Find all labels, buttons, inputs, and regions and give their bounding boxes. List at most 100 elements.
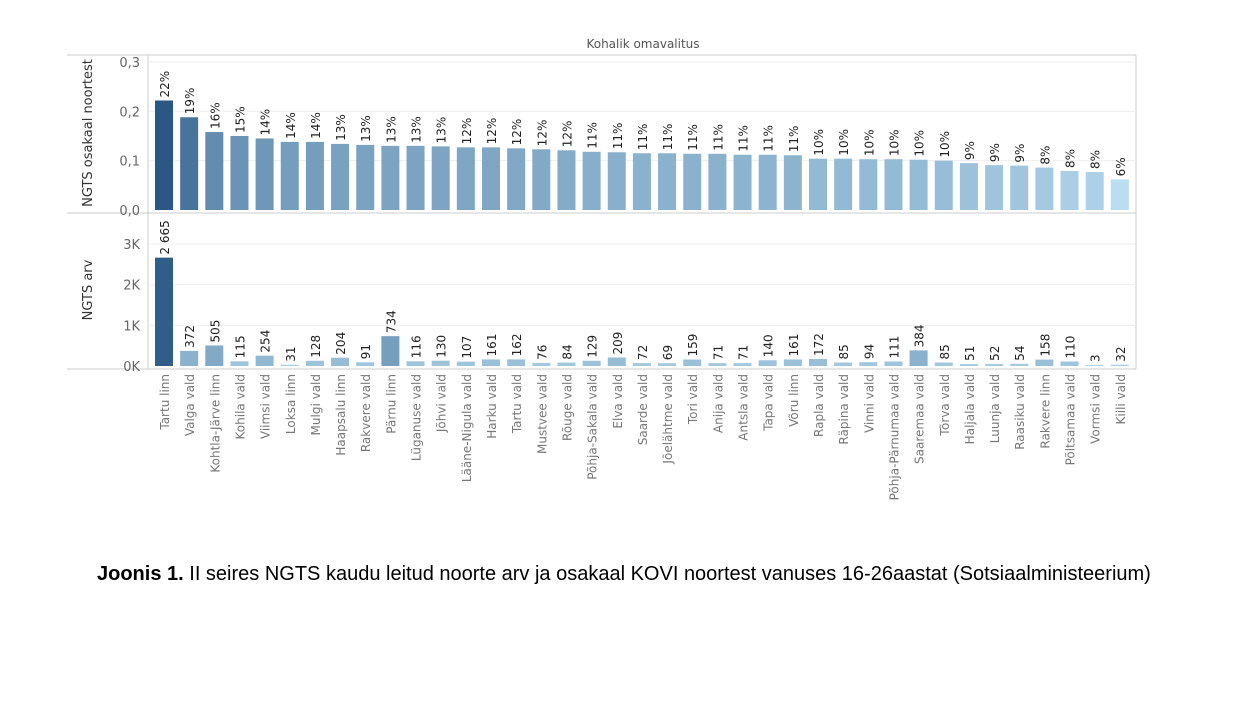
share-data-label: 11% xyxy=(636,124,650,151)
count-bar xyxy=(985,363,1004,366)
x-tick-label: Räpina vald xyxy=(837,374,851,445)
share-bar xyxy=(783,155,802,210)
x-tick-label: Valga vald xyxy=(183,374,197,436)
share-bar xyxy=(305,141,324,210)
count-bar xyxy=(959,363,978,366)
share-data-label: 9% xyxy=(963,141,977,160)
x-tick-label: Rakvere vald xyxy=(359,374,373,452)
count-data-label: 107 xyxy=(460,336,474,359)
count-bar xyxy=(783,359,802,366)
x-tick-label: Tapa vald xyxy=(762,374,776,432)
count-bar xyxy=(658,363,677,366)
share-bar xyxy=(607,152,626,210)
count-bar xyxy=(356,362,375,366)
x-tick-label: Põhja-Pärnumaa vald xyxy=(887,374,901,500)
count-data-label: 158 xyxy=(1038,334,1052,357)
x-tick-label: Raasiku vald xyxy=(1013,374,1027,450)
x-tick-label: Põltsamaa vald xyxy=(1064,374,1078,465)
caption-label: Joonis 1. xyxy=(97,563,184,585)
count-bar xyxy=(532,362,551,366)
share-data-label: 10% xyxy=(887,130,901,157)
share-bar xyxy=(381,145,400,210)
x-tick-label: Kiili vald xyxy=(1114,374,1128,424)
count-bar xyxy=(280,364,299,366)
count-data-label: 734 xyxy=(384,310,398,333)
count-data-label: 140 xyxy=(762,334,776,357)
share-bar xyxy=(180,117,199,210)
x-tick-label: Tartu linn xyxy=(158,374,172,431)
count-data-label: 85 xyxy=(938,344,952,359)
count-data-label: 72 xyxy=(636,345,650,360)
x-tick-label: Põhja-Sakala vald xyxy=(586,374,600,480)
share-bar xyxy=(683,153,702,210)
share-bar xyxy=(884,159,903,210)
count-data-label: 129 xyxy=(586,335,600,358)
x-tick-label: Võru linn xyxy=(787,374,801,427)
share-data-label: 12% xyxy=(510,119,524,146)
share-bar xyxy=(1085,172,1104,210)
x-tick-label: Saarde vald xyxy=(636,374,650,445)
y-tick-label: 0,0 xyxy=(119,204,140,219)
y-tick-label: 0,1 xyxy=(119,155,140,170)
share-bar xyxy=(859,159,878,210)
x-tick-label: Viimsi vald xyxy=(259,374,273,439)
count-data-label: 54 xyxy=(1013,346,1027,361)
y-tick-label: 3K xyxy=(123,238,140,253)
share-data-label: 13% xyxy=(334,114,348,141)
count-data-label: 94 xyxy=(862,344,876,359)
share-bar xyxy=(331,143,350,210)
count-bar xyxy=(834,362,853,366)
x-tick-label: Mustvee vald xyxy=(535,374,549,454)
count-bar xyxy=(1110,364,1129,366)
share-data-label: 13% xyxy=(410,116,424,143)
share-data-label: 6% xyxy=(1114,157,1128,176)
count-bar xyxy=(884,361,903,366)
share-bar xyxy=(155,100,173,210)
share-bar xyxy=(230,136,249,210)
share-bar xyxy=(255,138,274,210)
count-data-label: 384 xyxy=(913,324,927,347)
count-bar xyxy=(582,360,601,366)
y-tick-label: 0K xyxy=(123,360,140,375)
count-data-label: 85 xyxy=(837,344,851,359)
share-data-label: 9% xyxy=(988,143,1002,162)
share-data-label: 11% xyxy=(737,125,751,152)
x-tick-label: Pärnu linn xyxy=(384,374,398,434)
y-tick-label: 0,2 xyxy=(119,105,140,120)
share-bar xyxy=(356,144,375,210)
share-data-label: 8% xyxy=(1064,149,1078,168)
count-data-label: 254 xyxy=(259,330,273,353)
count-bar xyxy=(859,362,878,366)
count-bar xyxy=(406,361,425,366)
x-tick-label: Lääne-Nigula vald xyxy=(460,374,474,482)
count-data-label: 71 xyxy=(737,345,751,360)
x-tick-label: Lüganuse vald xyxy=(410,374,424,461)
count-bar xyxy=(305,360,324,366)
count-data-label: 3 xyxy=(1089,354,1103,362)
count-bar xyxy=(607,357,626,366)
y-axis-title-share: NGTS osakaal noortest xyxy=(81,59,96,207)
count-bar xyxy=(632,363,651,366)
x-tick-label: Loksa linn xyxy=(284,374,298,434)
x-tick-label: Antsla vald xyxy=(737,374,751,441)
x-tick-label: Elva vald xyxy=(611,374,625,429)
count-bar xyxy=(255,355,274,366)
share-data-label: 13% xyxy=(359,115,373,142)
share-data-label: 10% xyxy=(938,131,952,158)
x-tick-label: Rõuge vald xyxy=(560,374,574,441)
share-data-label: 12% xyxy=(485,118,499,145)
y-tick-label: 2K xyxy=(123,279,140,294)
count-bar xyxy=(934,362,953,366)
x-tick-label: Anija vald xyxy=(711,374,725,433)
x-tick-label: Rapla vald xyxy=(812,374,826,437)
share-bar xyxy=(758,154,777,210)
count-data-label: 76 xyxy=(535,345,549,360)
count-data-label: 84 xyxy=(560,344,574,359)
chart: Kohalik omavalitus 0,0 0,1 0,2 0,3 0K 1K 2K 3K NG… xyxy=(67,37,1137,500)
share-bar xyxy=(507,148,526,210)
share-bar xyxy=(1110,179,1129,210)
count-data-label: 505 xyxy=(208,320,222,343)
count-bar xyxy=(205,345,224,366)
count-data-label: 130 xyxy=(435,335,449,358)
share-data-label: 19% xyxy=(183,88,197,115)
